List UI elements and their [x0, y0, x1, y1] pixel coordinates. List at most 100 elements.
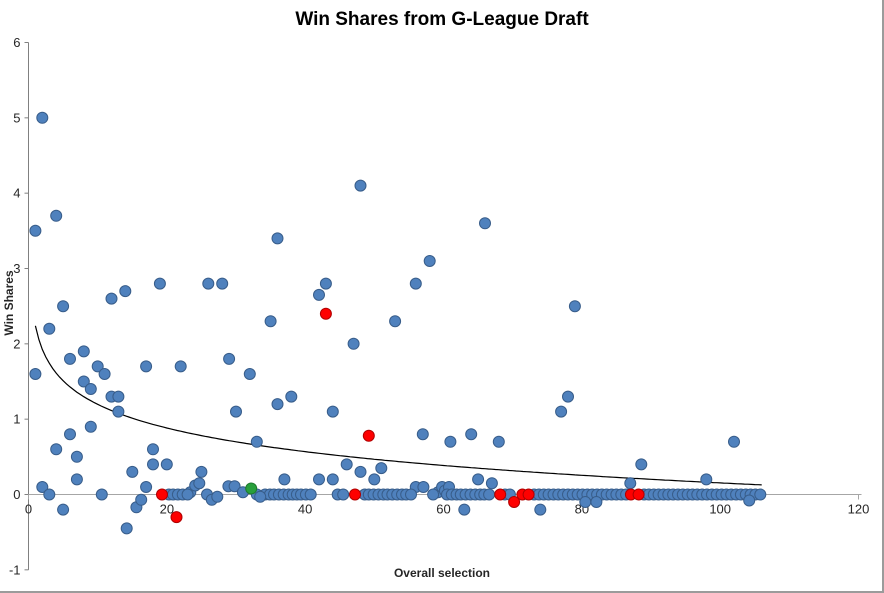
data-point-highlighted-picks-red [349, 488, 361, 501]
data-point-draft-picks-blue [264, 315, 277, 328]
data-point-draft-picks-blue [568, 300, 581, 313]
data-point-draft-picks-blue [160, 458, 173, 471]
data-point-draft-picks-blue [354, 179, 367, 192]
data-point-draft-picks-blue [423, 255, 436, 267]
data-point-draft-picks-blue [43, 322, 56, 335]
y-tick-label: 1 [13, 412, 20, 427]
data-point-draft-picks-blue [57, 503, 70, 516]
data-point-draft-picks-blue [427, 488, 440, 501]
data-point-draft-picks-blue [112, 390, 125, 403]
data-point-draft-picks-blue [70, 450, 83, 463]
data-point-draft-picks-blue [216, 277, 229, 290]
data-point-draft-picks-blue [483, 488, 496, 501]
data-point-highlighted-pick-green [245, 482, 258, 495]
chart-title: Win Shares from G-League Draft [295, 9, 589, 30]
data-point-draft-picks-blue [135, 493, 148, 506]
data-point-draft-picks-blue [120, 522, 133, 535]
x-tick-label: 40 [298, 502, 312, 517]
data-point-draft-picks-blue [119, 285, 132, 298]
data-point-draft-picks-blue [409, 277, 422, 290]
y-tick-label: -1 [9, 562, 21, 577]
data-point-draft-picks-blue [193, 477, 206, 490]
data-point-draft-picks-blue [326, 405, 339, 418]
data-point-draft-picks-blue [153, 277, 166, 290]
data-point-draft-picks-blue [254, 490, 267, 503]
data-point-draft-picks-blue [64, 428, 76, 441]
data-point-draft-picks-blue [140, 481, 153, 493]
data-point-draft-picks-blue [43, 488, 56, 501]
data-point-draft-picks-blue [368, 473, 381, 486]
data-point-draft-picks-blue [147, 458, 159, 471]
data-point-highlighted-picks-red [156, 488, 168, 501]
data-point-draft-picks-blue [285, 390, 298, 403]
x-axis-title: Overall selection [393, 566, 491, 580]
data-point-draft-picks-blue [64, 352, 76, 365]
data-point-draft-picks-blue [534, 503, 547, 516]
data-point-draft-picks-blue [485, 477, 498, 490]
data-point-draft-picks-blue [147, 443, 159, 456]
data-point-draft-picks-blue [479, 217, 491, 230]
data-point-draft-picks-blue [126, 465, 139, 478]
y-tick-label: 0 [13, 487, 20, 502]
data-point-draft-picks-blue [347, 337, 360, 350]
data-point-draft-picks-blue [230, 405, 242, 418]
data-point-draft-picks-blue [579, 496, 592, 508]
data-point-draft-picks-blue [50, 209, 63, 222]
data-point-draft-picks-blue [77, 345, 90, 358]
data-point-draft-picks-blue [195, 465, 208, 478]
data-point-draft-picks-blue [243, 368, 256, 380]
data-point-draft-picks-blue [590, 496, 603, 508]
data-point-draft-picks-blue [624, 477, 637, 490]
data-point-draft-picks-blue [354, 465, 367, 478]
x-tick-label: 20 [160, 502, 174, 517]
data-point-draft-picks-blue [228, 480, 241, 493]
data-point-draft-picks-blue [340, 458, 353, 471]
data-point-highlighted-picks-red [170, 511, 183, 524]
data-point-draft-picks-blue [105, 292, 118, 305]
data-point-draft-picks-blue [319, 277, 332, 290]
y-tick-label: 6 [13, 35, 20, 50]
data-point-draft-picks-blue [84, 420, 97, 433]
data-point-draft-picks-blue [223, 352, 236, 365]
trendline [34, 325, 762, 486]
data-point-draft-picks-blue [465, 428, 478, 441]
data-point-highlighted-picks-red [494, 488, 507, 501]
data-point-draft-picks-blue [337, 488, 350, 501]
data-point-draft-picks-blue [326, 473, 339, 486]
x-tick-label: 60 [436, 502, 450, 517]
data-point-draft-picks-blue [492, 435, 505, 448]
data-point-draft-picks-blue [555, 405, 568, 418]
data-point-highlighted-picks-red [319, 307, 332, 320]
x-tick-label: 0 [25, 502, 32, 517]
data-point-draft-picks-blue [95, 488, 108, 501]
data-point-draft-picks-blue [36, 481, 49, 493]
data-point-draft-picks-blue [271, 398, 284, 411]
data-point-draft-picks-blue [77, 375, 90, 388]
y-tick-label: 5 [13, 110, 20, 125]
data-point-draft-picks-blue [754, 488, 767, 501]
data-point-draft-picks-blue [313, 473, 325, 486]
data-point-draft-picks-blue [112, 405, 125, 418]
data-point-draft-picks-blue [743, 494, 756, 507]
data-point-draft-picks-blue [140, 360, 153, 373]
data-point-draft-picks-blue [91, 360, 104, 373]
data-point-draft-picks-blue [444, 435, 457, 448]
data-point-draft-picks-blue [181, 488, 194, 501]
data-point-draft-picks-blue [458, 503, 471, 516]
data-point-draft-picks-blue [472, 473, 485, 486]
data-point-highlighted-picks-red [508, 496, 521, 508]
y-tick-label: 2 [13, 336, 20, 351]
data-point-highlighted-picks-red [362, 429, 375, 442]
data-point-draft-picks-blue [375, 462, 388, 475]
data-point-highlighted-picks-red [632, 488, 645, 501]
y-tick-label: 4 [13, 186, 20, 201]
data-point-draft-picks-blue [202, 277, 215, 290]
data-point-highlighted-picks-red [522, 488, 535, 501]
data-point-draft-picks-blue [211, 490, 224, 503]
data-point-draft-picks-blue [174, 360, 187, 373]
data-point-draft-picks-blue [728, 435, 740, 448]
data-point-draft-picks-blue [98, 368, 111, 380]
data-point-draft-picks-blue [250, 435, 263, 448]
